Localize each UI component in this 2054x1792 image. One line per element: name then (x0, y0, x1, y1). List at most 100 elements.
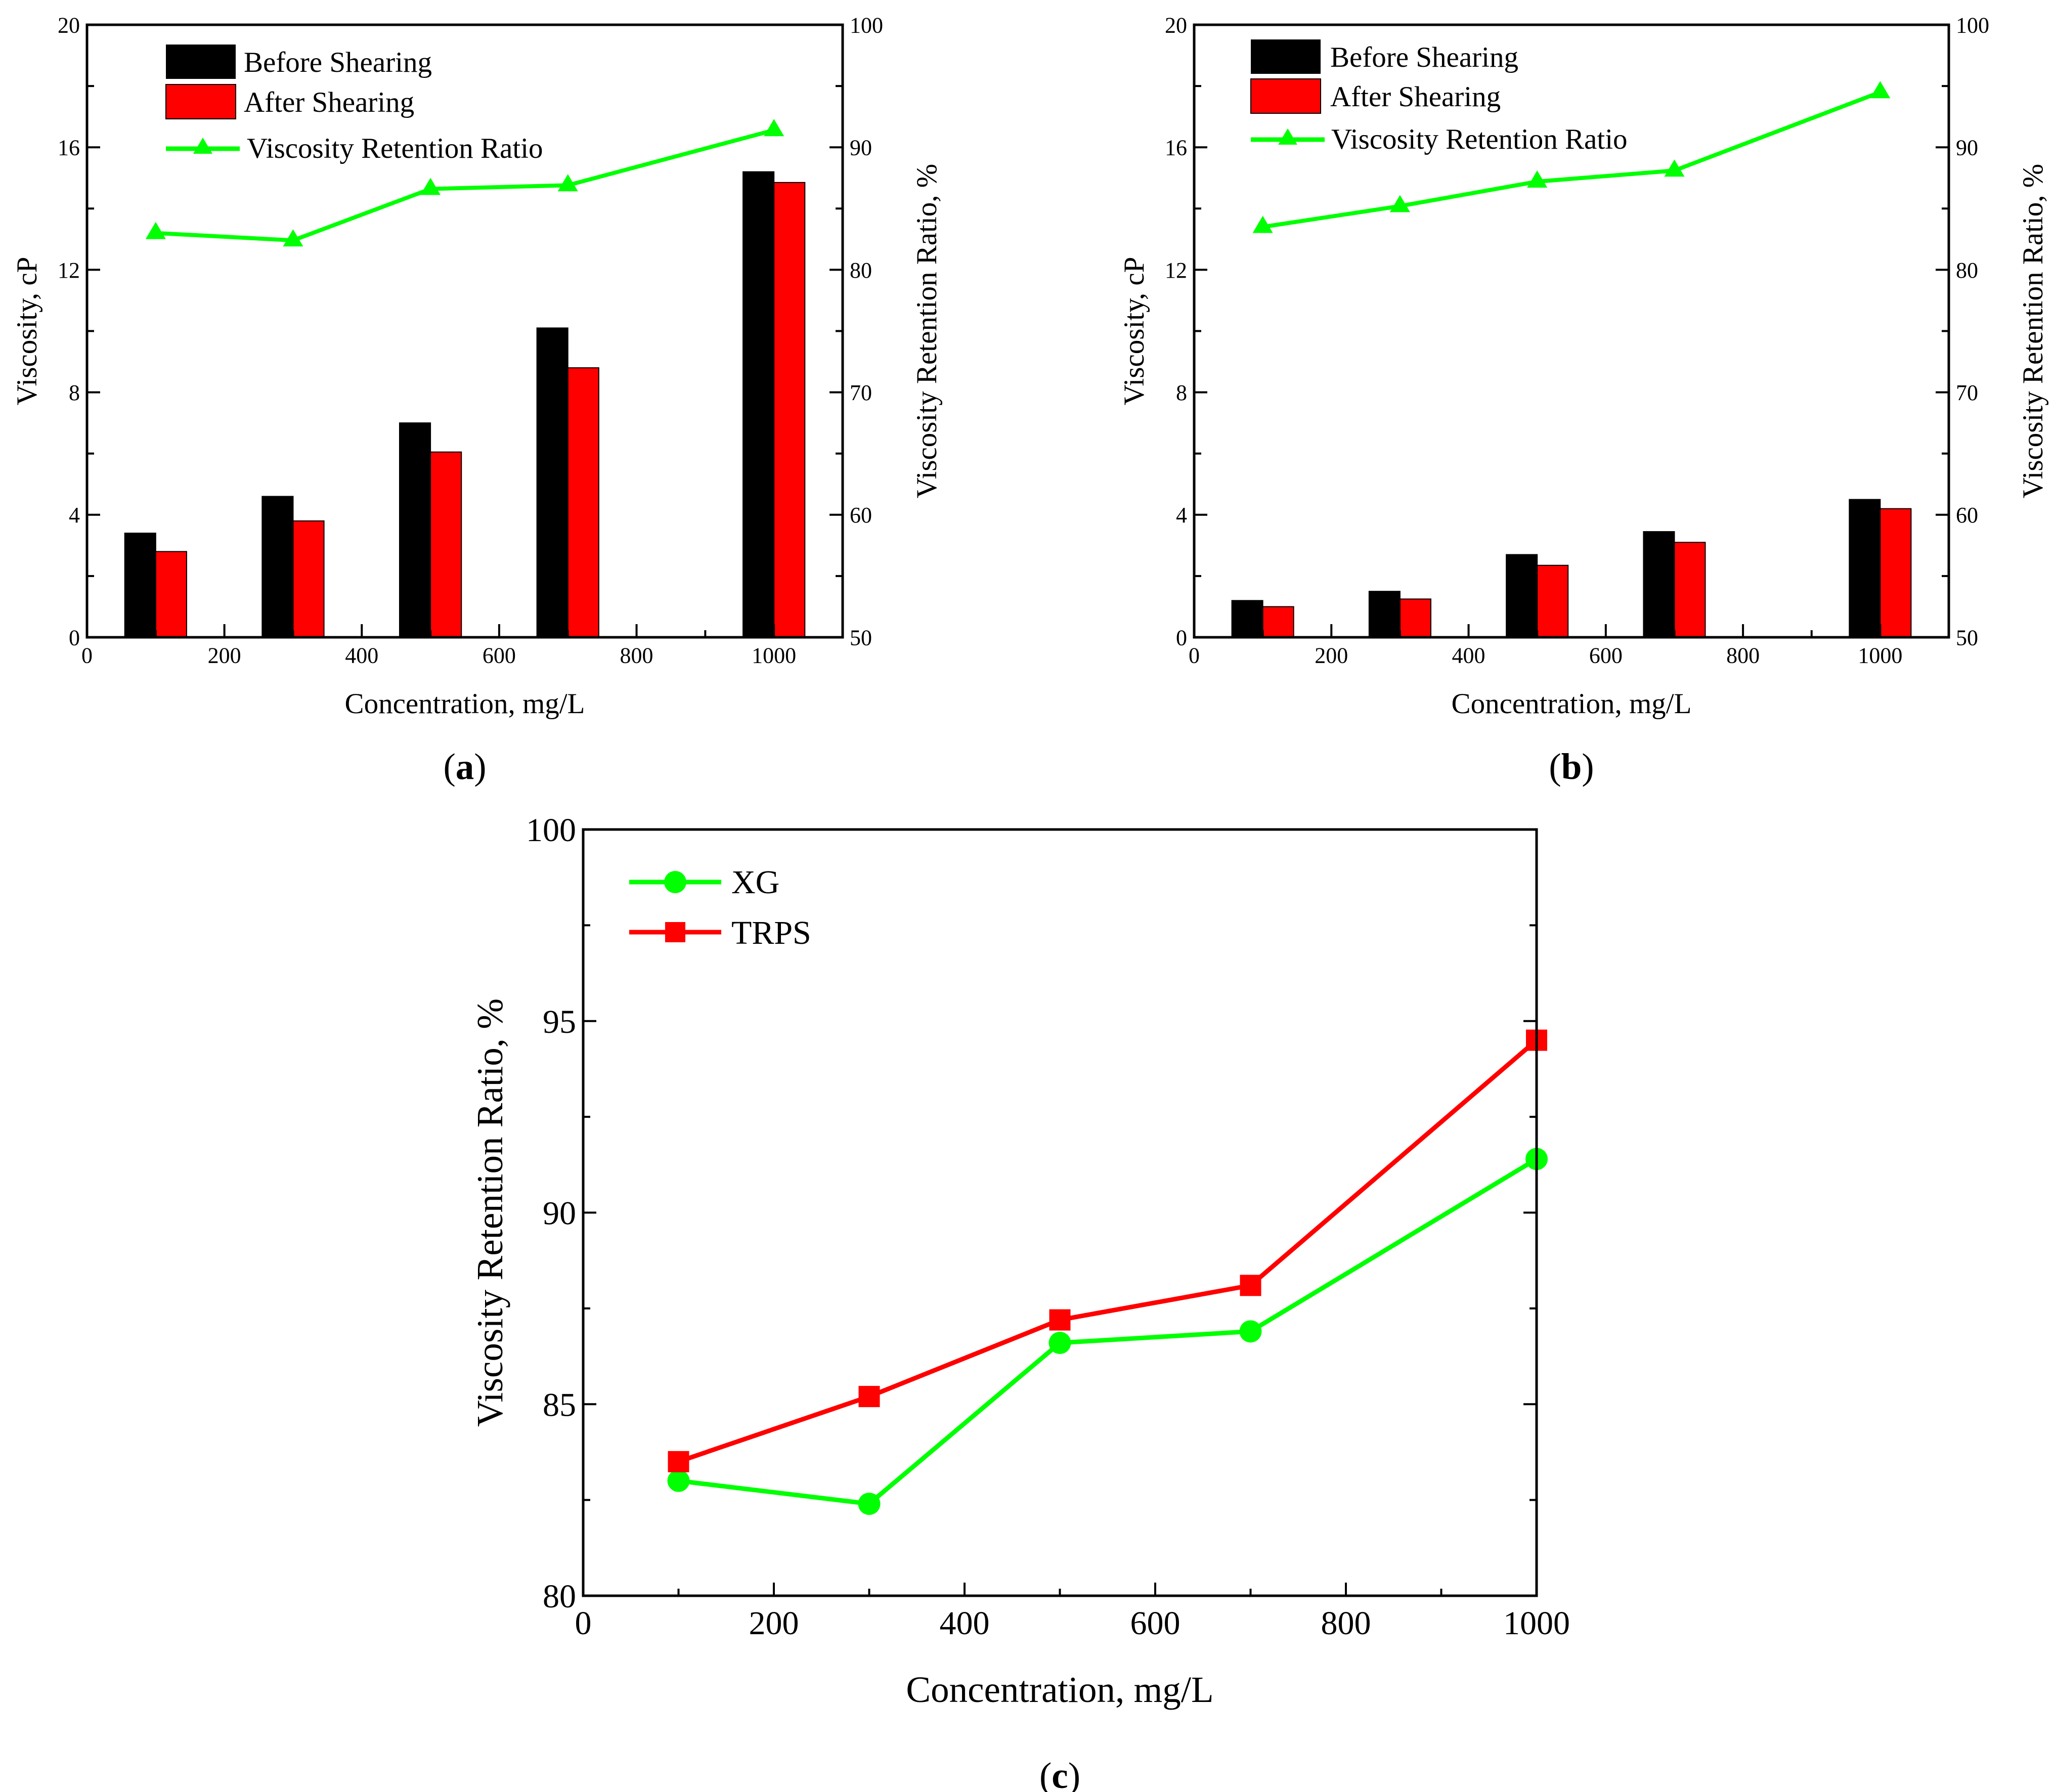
bar-after (430, 451, 462, 638)
legend-marker-circle (664, 871, 686, 893)
data-point-square (1049, 1309, 1071, 1331)
y-tick-label: 12 (1165, 258, 1187, 283)
bar-after (155, 551, 187, 638)
bar-after (1537, 564, 1569, 638)
chart-c: 0 200 400 600 800 1000 80 85 90 95 100 Concentratio… (469, 812, 1570, 1792)
legend-swatch-before (1251, 39, 1321, 74)
x-tick-label: 1000 (1858, 643, 1902, 668)
x-tick-label: 1000 (752, 643, 796, 668)
x-tick-label: 200 (208, 643, 241, 668)
data-point-circle (1048, 1332, 1071, 1354)
series-line-xg (678, 1157, 1538, 1506)
data-point-circle (858, 1493, 881, 1515)
bar-after (292, 520, 325, 638)
data-point-circle (667, 1469, 690, 1492)
x-tick-label: 0 (81, 643, 93, 668)
x-tick-label: 400 (1452, 643, 1485, 668)
panel-label: (c) (1039, 1755, 1080, 1792)
bar-before (1506, 554, 1538, 638)
y-tick-label: 90 (543, 1195, 576, 1232)
bar-after (1262, 606, 1294, 638)
panel-label: (a) (443, 746, 486, 787)
y2-tick-label: 90 (1956, 136, 1978, 160)
y-tick-label: 85 (543, 1386, 576, 1423)
x-tick-label: 1000 (1503, 1605, 1570, 1642)
data-point-triangle (1527, 170, 1548, 188)
y-tick-label: 80 (543, 1578, 576, 1615)
y2-tick-label: 100 (1956, 13, 1989, 37)
bar-after (1399, 598, 1431, 638)
x-tick-label: 800 (1726, 643, 1760, 668)
legend-swatch-after (1250, 78, 1321, 114)
legend-a: Before Shearing After Shearing Viscosity… (165, 45, 543, 164)
panel-label: (b) (1549, 746, 1594, 787)
y2-tick-label: 90 (850, 136, 872, 160)
y-tick-label: 20 (58, 13, 80, 37)
data-point-triangle (764, 119, 784, 137)
y2-tick-label: 100 (850, 13, 883, 37)
y-tick-label: 0 (1176, 625, 1187, 650)
data-point-triangle (1252, 215, 1273, 233)
y-tick-label: 4 (69, 503, 80, 528)
y-axis-label: Viscosity Retention Ratio, % (469, 998, 510, 1427)
bar-before (742, 171, 775, 638)
y2-tick-label: 50 (1956, 625, 1978, 650)
y-tick-label: 8 (69, 380, 80, 405)
plot-frame (1193, 23, 1950, 639)
bar-before (1368, 591, 1401, 638)
y-tick-label: 95 (543, 1003, 576, 1040)
bar-before (1849, 499, 1881, 638)
bar-after (1880, 508, 1912, 638)
legend-label-ratio: Viscosity Retention Ratio (1331, 123, 1628, 155)
data-point-triangle (283, 229, 303, 247)
legend-label-after: After Shearing (1330, 81, 1501, 113)
y2-tick-label: 50 (850, 625, 872, 650)
y-tick-label: 4 (1176, 503, 1187, 528)
y2-tick-label: 80 (850, 258, 872, 283)
data-point-triangle (1664, 159, 1685, 177)
legend-label-xg: XG (731, 864, 779, 901)
data-point-square (858, 1386, 880, 1408)
x-tick-label: 0 (575, 1605, 592, 1642)
data-point-square (668, 1451, 689, 1472)
legend-b: Before Shearing After Shearing Viscosity… (1250, 39, 1628, 155)
data-point-square (1240, 1275, 1261, 1296)
series-line-trps (678, 1038, 1538, 1464)
y2-axis-label: Viscosity Retention Ratio, % (911, 164, 943, 499)
legend-label-trps: TRPS (731, 914, 811, 951)
y-axis-label: Viscosity, cP (1118, 257, 1150, 406)
x-tick-label: 800 (1321, 1605, 1371, 1642)
y2-tick-label: 70 (850, 380, 872, 405)
bar-after (1674, 542, 1706, 638)
y-axis-label: Viscosity, cP (11, 257, 43, 406)
legend-c: XG TRPS (629, 864, 811, 951)
y2-tick-label: 70 (1956, 380, 1978, 405)
x-tick-label: 800 (620, 643, 653, 668)
y-tick-label: 16 (1165, 136, 1187, 160)
data-point-triangle (557, 174, 578, 192)
legend-marker-triangle (193, 138, 212, 154)
x-tick-label: 600 (1589, 643, 1623, 668)
y2-axis-label: Viscosity Retention Ratio, % (2017, 164, 2049, 499)
y2-tick-label: 60 (850, 503, 872, 528)
data-point-triangle (1389, 195, 1410, 212)
y2-tick-label: 80 (1956, 258, 1978, 283)
chart-b: 0 200 400 600 800 1000 0 4 8 12 16 20 50 60 70 80 90 100 V… (1118, 13, 2049, 787)
data-point-triangle (420, 178, 441, 195)
y2-tick-label: 60 (1956, 503, 1978, 528)
bar-before (536, 327, 569, 638)
data-point-circle (1239, 1320, 1262, 1343)
legend-marker-square (665, 922, 685, 942)
bar-before (124, 533, 156, 638)
x-tick-label: 400 (940, 1605, 990, 1642)
y-tick-label: 12 (58, 258, 80, 283)
plot-frame (582, 828, 1538, 1597)
x-tick-label: 600 (483, 643, 516, 668)
legend-label-before: Before Shearing (244, 47, 432, 78)
data-point-triangle (145, 222, 166, 239)
bar-before (399, 422, 431, 638)
y-tick-label: 20 (1165, 13, 1187, 37)
x-axis-label: Concentration, mg/L (345, 688, 585, 720)
legend-swatch-after (165, 84, 236, 119)
